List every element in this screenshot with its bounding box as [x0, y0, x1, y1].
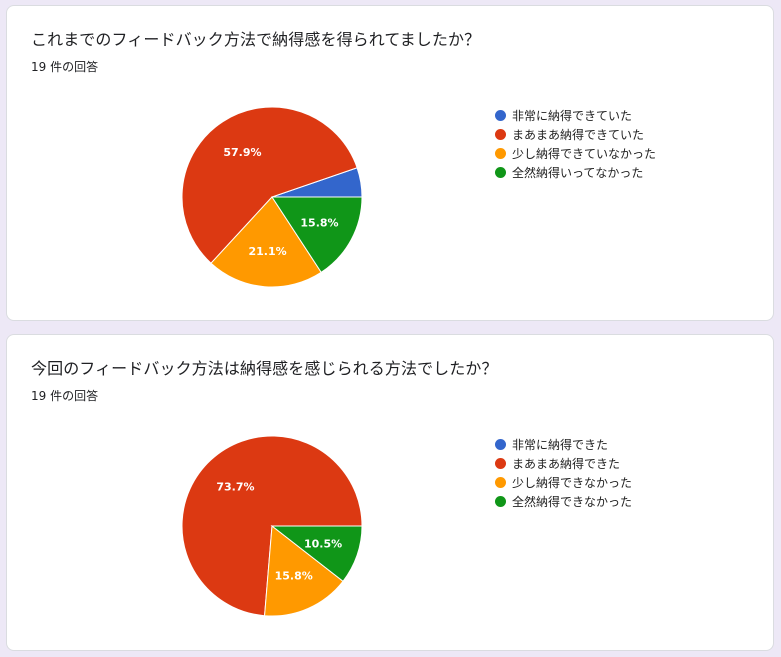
legend-label: 少し納得できていなかった [512, 147, 657, 161]
legend-item[interactable]: 非常に納得できた [495, 435, 632, 454]
legend-swatch-red [495, 458, 506, 469]
legend-item[interactable]: 非常に納得できていた [495, 106, 656, 125]
slice-percent-label: 57.9% [223, 146, 261, 159]
pie-chart-2: 73.7% 15.8% 10.5% [181, 435, 363, 617]
legend-item[interactable]: 全然納得いってなかった [495, 163, 656, 182]
slice-percent-label: 15.8% [275, 569, 313, 582]
question-title: 今回のフィードバック方法は納得感を感じられる方法でしたか？ [31, 359, 498, 378]
legend-label: まあまあ納得できていた [512, 128, 645, 142]
response-count: 19 件の回答 [31, 389, 99, 403]
slice-percent-label: 10.5% [304, 538, 342, 551]
legend-item[interactable]: 全然納得できなかった [495, 492, 632, 511]
legend-label: 非常に納得できていた [512, 109, 633, 123]
legend-swatch-orange [495, 148, 506, 159]
legend-swatch-green [495, 496, 506, 507]
question-title: これまでのフィードバック方法で納得感を得られてましたか？ [31, 30, 481, 49]
legend-item[interactable]: 少し納得できていなかった [495, 144, 656, 163]
legend-item[interactable]: まあまあ納得できた [495, 454, 632, 473]
legend-swatch-blue [495, 439, 506, 450]
slice-percent-label: 73.7% [216, 480, 254, 493]
pie-slice[interactable] [270, 525, 363, 582]
legend-item[interactable]: 少し納得できなかった [495, 473, 632, 492]
legend-label: まあまあ納得できた [512, 457, 621, 471]
legend-label: 全然納得できなかった [512, 495, 633, 509]
slice-percent-label: 15.8% [300, 217, 338, 230]
legend-label: 少し納得できなかった [512, 476, 633, 490]
pie-slice[interactable] [264, 525, 344, 617]
question-card-1: これまでのフィードバック方法で納得感を得られてましたか？ 19 件の回答 57.… [6, 5, 774, 321]
pie-slice[interactable] [181, 106, 358, 264]
slice-percent-label: 21.1% [248, 245, 286, 258]
legend-item[interactable]: まあまあ納得できていた [495, 125, 656, 144]
response-count: 19 件の回答 [31, 60, 99, 74]
legend-swatch-red [495, 129, 506, 140]
legend-label: 全然納得いってなかった [512, 166, 644, 180]
legend-swatch-green [495, 167, 506, 178]
question-card-2: 今回のフィードバック方法は納得感を感じられる方法でしたか？ 19 件の回答 73… [6, 334, 774, 651]
pie-slice[interactable] [210, 196, 322, 288]
pie-slice[interactable] [271, 196, 363, 274]
legend-swatch-orange [495, 477, 506, 488]
pie-chart-1: 57.9% 21.1% 15.8% [181, 106, 363, 288]
legend-2: 非常に納得できた まあまあ納得できた 少し納得できなかった 全然納得できなかった [495, 435, 632, 511]
legend-label: 非常に納得できた [512, 438, 609, 452]
legend-1: 非常に納得できていた まあまあ納得できていた 少し納得できていなかった 全然納得… [495, 106, 656, 182]
legend-swatch-blue [495, 110, 506, 121]
